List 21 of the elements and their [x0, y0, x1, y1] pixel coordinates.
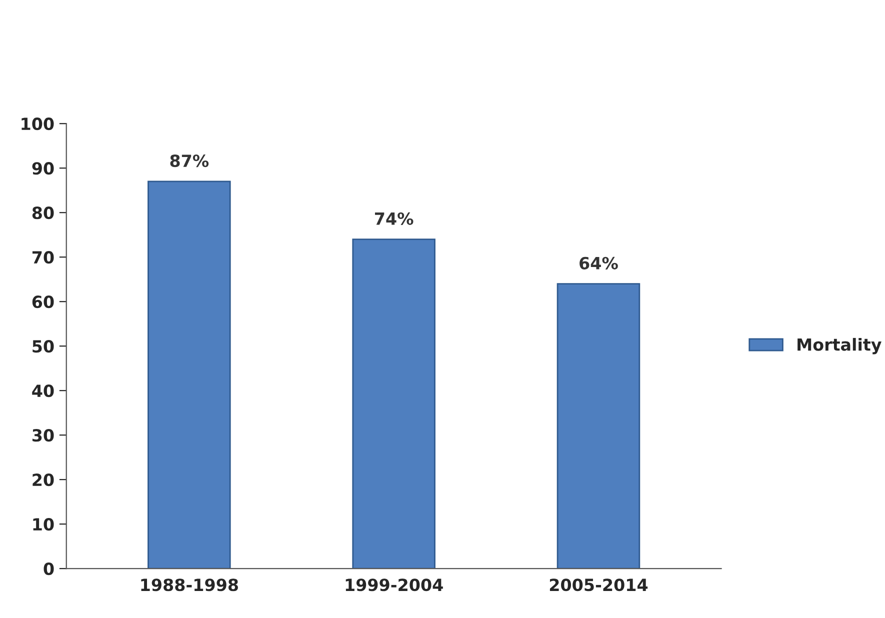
x-tick-label: 2005-2014 [550, 578, 648, 592]
bar [556, 283, 640, 569]
y-tick-label: 70 [32, 251, 54, 264]
y-tick-label: 20 [32, 474, 54, 486]
y-tick-label: 100 [22, 118, 54, 130]
y-tick-label: 90 [32, 162, 54, 175]
data-label: 64% [580, 256, 618, 270]
y-tick-label: 0 [44, 562, 54, 576]
bar [352, 238, 436, 569]
y-tick-label: 30 [32, 429, 54, 442]
legend-label: Mortality [798, 338, 882, 354]
bar [148, 180, 231, 569]
y-tick-label: 50 [32, 340, 54, 353]
y-tick-label: 40 [32, 384, 54, 398]
data-label: 87% [170, 154, 209, 168]
data-label: 74% [374, 212, 414, 225]
y-tick-label: 80 [32, 206, 54, 220]
x-tick-label: 1988-1998 [141, 578, 238, 592]
y-tick-label: 60 [32, 296, 54, 308]
y-tick-label: 10 [33, 518, 54, 531]
x-tick-label: 1999-2004 [346, 578, 443, 592]
